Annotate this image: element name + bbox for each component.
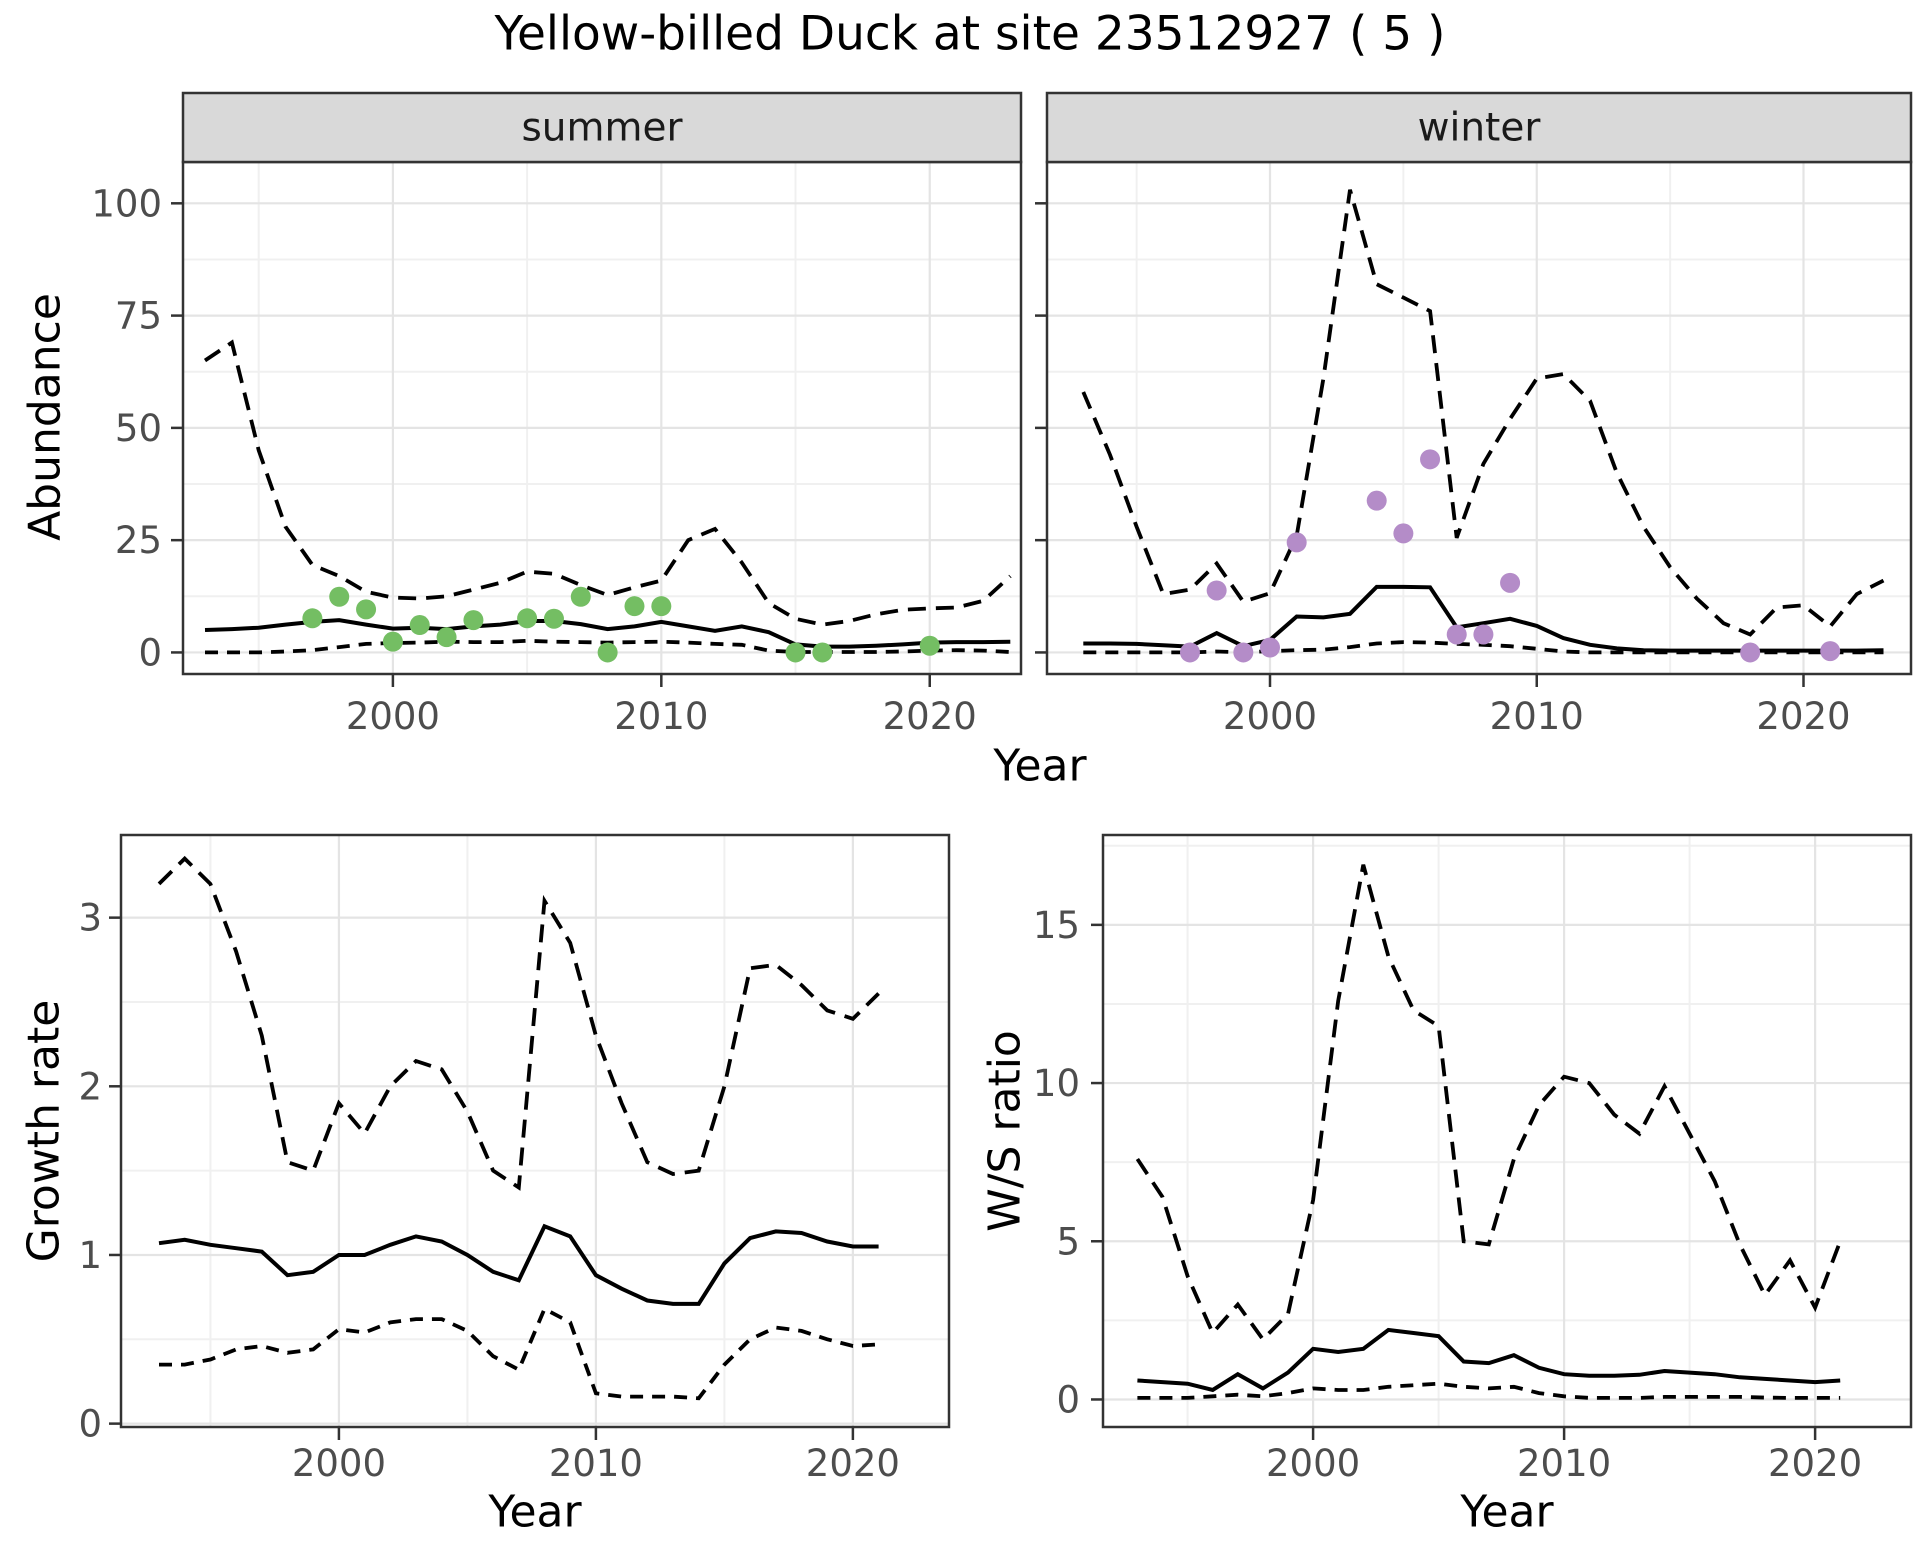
observation-point xyxy=(1740,642,1761,663)
y-axis-title-growth-rate: Growth rate xyxy=(18,999,70,1263)
panel-abundance-winter: 2000 2010 2020 xyxy=(1035,91,1913,738)
y-axis-title-ws-ratio: W/S ratio xyxy=(979,1030,1031,1232)
panel-growth-rate: 2000 2010 2020 0 1 2 3 xyxy=(78,833,951,1485)
observation-point xyxy=(1820,641,1841,662)
observation-point xyxy=(651,596,672,617)
y-tick-label: 0 xyxy=(138,631,162,674)
y-axis-title-abundance: Abundance xyxy=(19,293,71,541)
x-axis-title-year-bottom-right: Year xyxy=(1460,1486,1554,1538)
page-title: Yellow-billed Duck at site 23512927 ( 5 … xyxy=(494,6,1446,62)
observation-point xyxy=(1366,490,1387,511)
x-tick-label: 2010 xyxy=(1517,1442,1611,1485)
observation-point xyxy=(463,610,484,631)
x-axis-title-year-bottom-left: Year xyxy=(488,1486,582,1538)
x-tick-label: 2020 xyxy=(806,1442,900,1485)
x-tick-label: 2010 xyxy=(614,695,708,738)
series-lower-ci xyxy=(1137,1381,1841,1400)
x-tick-label: 2000 xyxy=(346,695,440,738)
facet-strip xyxy=(181,91,1023,164)
observation-point xyxy=(1500,572,1521,593)
y-tick-label: 0 xyxy=(1056,1378,1080,1421)
y-tick-label: 3 xyxy=(78,897,102,940)
observation-point xyxy=(1260,637,1281,658)
series-median xyxy=(158,1223,879,1306)
y-tick-label: 75 xyxy=(115,295,162,338)
y-tick-label: 100 xyxy=(91,182,162,225)
observation-point xyxy=(409,615,430,636)
facet-strip-label-winter: winter xyxy=(1417,105,1541,151)
y-tick-label: 15 xyxy=(1033,904,1080,947)
observation-point xyxy=(356,599,377,620)
observation-point xyxy=(517,608,538,629)
panel-ws-ratio: 2000 2010 2020 0 5 10 15 xyxy=(1033,833,1913,1485)
observation-point xyxy=(543,608,564,629)
panel-border xyxy=(1101,833,1913,1429)
x-tick-label: 2020 xyxy=(1756,695,1850,738)
observation-point xyxy=(570,586,591,607)
panel-border xyxy=(119,833,951,1429)
series-median xyxy=(204,618,1011,649)
observation-point xyxy=(302,608,323,629)
y-tick-label: 1 xyxy=(78,1234,102,1277)
observation-point xyxy=(1473,624,1494,645)
observation-point xyxy=(919,635,940,656)
x-tick-label: 2000 xyxy=(1223,695,1317,738)
observation-point xyxy=(624,596,645,617)
observation-point xyxy=(329,586,350,607)
x-tick-label: 2010 xyxy=(549,1442,643,1485)
observation-point xyxy=(1446,624,1467,645)
observation-point xyxy=(1206,580,1227,601)
observation-point xyxy=(812,642,833,663)
y-tick-label: 10 xyxy=(1033,1062,1080,1105)
y-tick-label: 50 xyxy=(115,407,162,450)
x-axis-title-year-top: Year xyxy=(993,740,1087,792)
panel-abundance-summer: 2000 2010 2020 0 25 50 75 100 xyxy=(91,91,1023,738)
facet-strip xyxy=(1045,91,1913,164)
observation-point xyxy=(1233,642,1254,663)
observation-point xyxy=(597,642,618,663)
observation-point xyxy=(1179,642,1200,663)
observation-point xyxy=(1420,449,1441,470)
series-upper-ci xyxy=(1081,189,1885,637)
series-median xyxy=(1137,1327,1841,1393)
y-tick-label: 5 xyxy=(1056,1220,1080,1263)
series-lower-ci xyxy=(159,1306,879,1401)
facet-strip-label-summer: summer xyxy=(521,105,683,151)
observation-point xyxy=(1393,523,1414,544)
observation-point xyxy=(785,642,806,663)
x-tick-label: 2020 xyxy=(883,695,977,738)
y-tick-label: 2 xyxy=(78,1065,102,1108)
x-tick-label: 2020 xyxy=(1768,1442,1862,1485)
x-tick-label: 2000 xyxy=(292,1442,386,1485)
y-tick-label: 25 xyxy=(115,519,162,562)
series-upper-ci xyxy=(157,855,880,1191)
y-tick-label: 0 xyxy=(78,1403,102,1446)
x-tick-label: 2000 xyxy=(1266,1442,1360,1485)
series-upper-ci xyxy=(1135,864,1842,1343)
observation-point xyxy=(1286,532,1307,553)
observation-point xyxy=(382,631,403,652)
x-tick-label: 2010 xyxy=(1490,695,1584,738)
observation-point xyxy=(436,627,457,648)
